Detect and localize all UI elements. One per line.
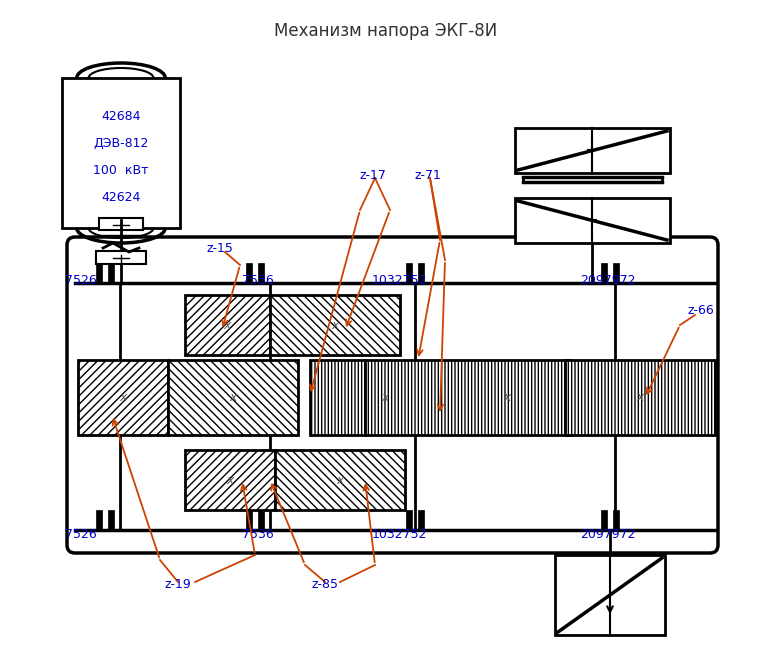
Bar [613,263,619,283]
Text: x: x [636,391,644,403]
Bar [270,295,400,355]
Text: x: x [229,391,237,403]
Bar [613,510,619,530]
Bar [601,263,607,283]
Bar [246,510,252,530]
Bar [258,263,264,283]
Text: 7536: 7536 [242,273,274,287]
Text: z-85: z-85 [312,578,339,591]
Text: x: x [120,391,127,403]
Bar [96,263,102,283]
Text: x: x [226,474,234,486]
Bar [168,360,298,435]
Text: 1032752: 1032752 [372,528,428,542]
Text: x: x [503,391,511,403]
Bar [99,218,143,230]
Text: 42624: 42624 [101,190,141,204]
Bar [275,450,405,510]
Text: x: x [331,319,339,331]
Bar [258,510,264,530]
Text: 2097972: 2097972 [580,528,635,542]
Bar [185,295,270,355]
Bar [365,360,570,435]
Text: z-17: z-17 [360,168,387,182]
Bar [185,450,275,510]
Bar [96,251,146,264]
Bar [310,360,365,435]
Bar [418,263,424,283]
Text: z-19: z-19 [165,578,191,591]
Text: 7526: 7526 [65,273,96,287]
Text: x: x [337,474,344,486]
Bar [246,263,252,283]
Text: z-71: z-71 [415,168,442,182]
Bar [565,360,715,435]
Text: 1032752: 1032752 [372,273,428,287]
Text: Механизм напора ЭКГ-8И: Механизм напора ЭКГ-8И [274,22,498,40]
Bar [555,555,665,635]
Text: 7526: 7526 [65,528,96,542]
Text: 7536: 7536 [242,528,274,542]
Bar [515,198,670,243]
Bar [418,510,424,530]
Text: 2097972: 2097972 [580,273,635,287]
Bar [108,263,114,283]
Bar [406,263,412,283]
Bar [108,510,114,530]
Bar [96,510,102,530]
Text: 42684: 42684 [101,110,141,122]
Text: z-66: z-66 [688,303,715,317]
Text: ДЭВ-812: ДЭВ-812 [93,136,149,150]
Text: x: x [381,391,388,403]
Bar [515,128,670,173]
Text: 100  кВт: 100 кВт [93,164,149,176]
Bar [62,78,180,228]
Bar [601,510,607,530]
Bar [406,510,412,530]
Text: x: x [223,319,231,331]
Bar [78,360,168,435]
Text: z-15: z-15 [207,242,234,255]
